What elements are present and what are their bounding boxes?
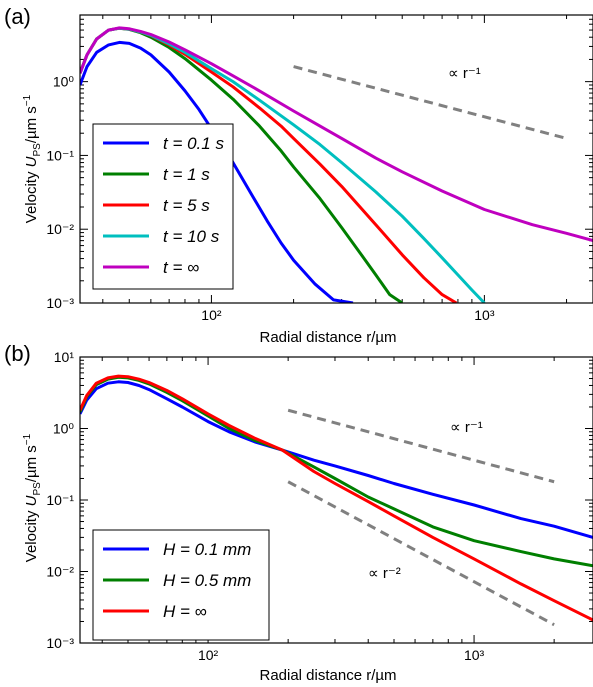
reference-line-label: ∝ r⁻² [368, 565, 401, 582]
series-line [80, 380, 593, 539]
series-line [80, 26, 593, 243]
x-tick-label: 10³ [464, 647, 485, 663]
legend-label: t = 10 s [163, 227, 220, 246]
plot-frame [79, 14, 593, 304]
panel-b-x-axis-label: Radial distance r/µm [259, 667, 396, 684]
y-tick-label: 10¹ [54, 349, 75, 365]
legend: H = 0.1 mm H = 0.5 mm H = ∞ [92, 529, 270, 641]
series-line [80, 374, 593, 622]
y-tick-label: 10⁻² [46, 564, 74, 580]
reference-line [287, 408, 555, 484]
legend-label: H = ∞ [163, 602, 207, 621]
legend: t = 0.1 s t = 1 s t = 5 s t = 10 s t = ∞ [92, 123, 234, 290]
y-tick-label: 10⁻³ [46, 295, 74, 311]
series-group [80, 26, 593, 303]
legend-label: H = 0.1 mm [163, 540, 251, 559]
legend-label: t = 5 s [163, 196, 210, 215]
reference-line-label: ∝ r⁻¹ [450, 419, 483, 436]
y-axis-label-text: Velocity UPS/µm s−1 [22, 94, 43, 223]
panel-b-y-axis-label: Velocity UPS/µm s−1 [22, 433, 43, 562]
panel-b: (b) Velocity UPS/µm s−1 Radial distance … [4, 341, 593, 684]
panel-a-label: (a) [4, 4, 31, 29]
x-tick-label: 10² [198, 647, 219, 663]
x-tick-label: 10³ [474, 307, 495, 323]
panel-a: (a) Velocity UPS/µm s−1 Radial distance … [4, 4, 593, 346]
y-axis-label-text: Velocity UPS/µm s−1 [22, 433, 43, 562]
legend-label: t = 0.1 s [163, 134, 224, 153]
y-tick-label: 10⁻³ [46, 635, 74, 651]
plot-frame [79, 356, 593, 644]
legend-label: H = 0.5 mm [163, 571, 251, 590]
y-tick-label: 10⁻¹ [46, 147, 74, 163]
reference-line [287, 480, 555, 627]
reference-line-label: ∝ r⁻¹ [448, 65, 481, 82]
legend-label: t = 1 s [163, 165, 210, 184]
panel-a-y-axis-label: Velocity UPS/µm s−1 [22, 94, 43, 223]
ticks [80, 356, 593, 644]
y-tick-label: 10⁰ [53, 74, 75, 90]
x-tick-label: 10² [201, 307, 222, 323]
y-tick-label: 10⁻¹ [46, 492, 74, 508]
y-tick-label: 10⁻² [46, 221, 74, 237]
series-line [80, 40, 354, 303]
legend-label: t = ∞ [163, 258, 199, 277]
panel-b-label: (b) [4, 341, 31, 366]
y-tick-label: 10⁰ [53, 421, 75, 437]
reference-line [293, 65, 567, 140]
series-group [80, 374, 593, 622]
panel-a-x-axis-label: Radial distance r/µm [259, 329, 396, 346]
